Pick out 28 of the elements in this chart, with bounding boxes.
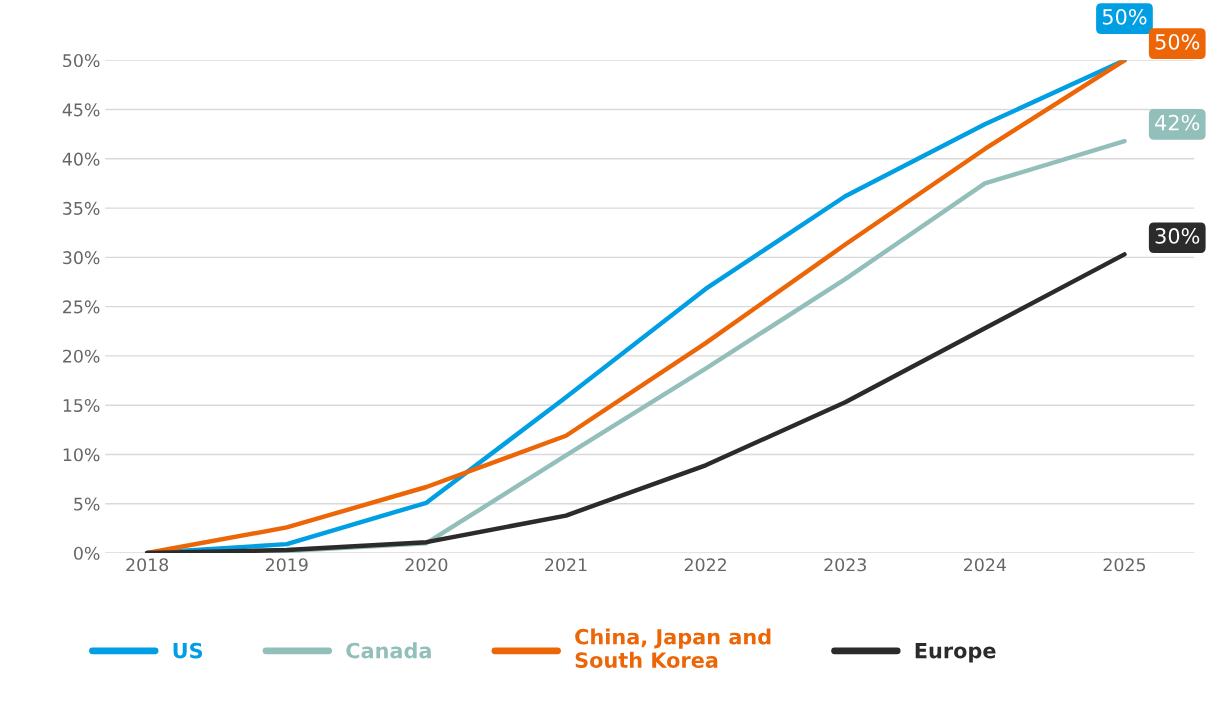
- data-label: 42%: [1155, 114, 1200, 131]
- x-tick-label: 2022: [684, 558, 726, 572]
- data-label: 50%: [1102, 8, 1147, 25]
- data-label: 30%: [1155, 228, 1200, 244]
- y-tick-label: 30%: [63, 251, 100, 265]
- x-tick-label: 2021: [545, 558, 587, 572]
- y-tick-label: 20%: [63, 349, 100, 363]
- x-tick-label: 2025: [1103, 558, 1146, 572]
- legend-label: Canada: [346, 642, 431, 659]
- y-tick-label: 10%: [63, 448, 100, 462]
- legend-label: Europe: [915, 642, 996, 663]
- y-tick-label: 15%: [63, 398, 100, 413]
- x-tick-label: 2024: [964, 558, 1006, 572]
- y-tick-label: 35%: [63, 201, 100, 215]
- x-tick-label: 2019: [265, 558, 308, 572]
- line-series: [144, 252, 1127, 554]
- y-tick-label: 5%: [74, 497, 100, 511]
- y-tick-label: 45%: [62, 103, 100, 117]
- y-tick-label: 40%: [62, 152, 100, 166]
- x-tick-label: 2018: [126, 558, 169, 572]
- y-tick-label: 50%: [63, 53, 100, 68]
- x-tick-label: 2023: [824, 558, 866, 572]
- x-tick-label: 2020: [405, 558, 448, 572]
- legend-label: China, Japan and South Korea: [575, 628, 771, 668]
- data-label: 50%: [1155, 33, 1200, 50]
- y-tick-label: 25%: [63, 300, 100, 314]
- legend-label: US: [173, 642, 203, 659]
- y-tick-label: 0%: [74, 546, 100, 560]
